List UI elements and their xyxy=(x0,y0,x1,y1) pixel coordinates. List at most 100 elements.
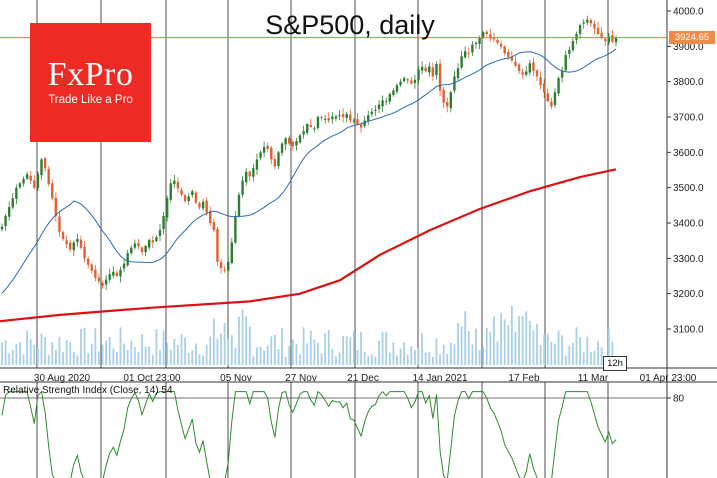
volume-bar xyxy=(62,352,64,365)
volume-bar xyxy=(273,334,276,365)
volume-bar xyxy=(356,350,359,365)
volume-bar xyxy=(166,342,169,365)
candle-body xyxy=(115,272,119,276)
volume-bar xyxy=(141,333,143,365)
volume-bar xyxy=(460,326,463,365)
volume-bar xyxy=(489,332,492,365)
volume-bar xyxy=(360,332,362,365)
candle-body xyxy=(72,242,76,251)
volume-bar xyxy=(281,328,283,365)
candle-body xyxy=(568,49,571,54)
candle-body xyxy=(284,138,287,145)
candle-body xyxy=(126,253,129,266)
current-price-badge: 3924.65 xyxy=(669,31,715,44)
volume-bar xyxy=(184,337,187,365)
volume-bar xyxy=(4,340,7,365)
volume-bar xyxy=(194,343,197,365)
volume-bar xyxy=(582,352,585,365)
volume-bar xyxy=(270,336,273,365)
volume-bar xyxy=(252,356,255,365)
candle-body xyxy=(532,62,535,72)
volume-bar xyxy=(87,353,90,365)
candle-body xyxy=(481,32,485,37)
candle-body xyxy=(507,51,510,57)
volume-bar xyxy=(65,340,68,365)
candle-body xyxy=(456,68,460,78)
volume-bar xyxy=(234,347,237,365)
volume-bar xyxy=(367,355,370,365)
candle-body xyxy=(467,52,470,54)
candle-body xyxy=(539,77,542,86)
candle-body xyxy=(578,25,582,34)
volume-bar xyxy=(202,355,204,365)
candle-body xyxy=(43,158,47,169)
volume-bar xyxy=(69,342,72,365)
volume-bar xyxy=(417,348,420,365)
candle-body xyxy=(535,70,539,77)
candle-body xyxy=(428,66,431,73)
candle-body xyxy=(377,104,381,110)
candle-body xyxy=(517,64,521,72)
volume-bar xyxy=(126,350,129,365)
candle-body xyxy=(424,67,427,72)
candle-body xyxy=(176,181,180,189)
volume-bar xyxy=(388,352,391,365)
candle-body xyxy=(169,183,172,200)
candle-body xyxy=(611,34,614,42)
volume-bar xyxy=(133,347,136,365)
volume-bar xyxy=(532,330,535,365)
candle-body xyxy=(356,119,359,125)
candle-body xyxy=(209,211,212,223)
volume-bar xyxy=(1,342,3,365)
volume-bar xyxy=(503,319,506,365)
volume-bar xyxy=(313,339,316,365)
volume-bar xyxy=(543,334,546,365)
volume-bar xyxy=(112,348,115,365)
candle-body xyxy=(79,239,83,248)
candle-body xyxy=(137,243,140,246)
volume-bar xyxy=(58,336,61,365)
candle-body xyxy=(546,93,549,102)
volume-bar xyxy=(177,344,179,365)
candle-body xyxy=(367,115,370,122)
candle-body xyxy=(553,92,557,106)
volume-bar xyxy=(320,353,323,365)
candle-body xyxy=(90,264,93,271)
candle-body xyxy=(4,215,7,226)
volume-bar xyxy=(15,343,18,365)
candle-body xyxy=(413,79,417,84)
candle-body xyxy=(370,111,374,115)
candle-body xyxy=(183,195,187,202)
candle-body xyxy=(104,279,108,285)
fxpro-tagline: Trade Like a Pro xyxy=(48,94,133,106)
fxpro-logo-text: FxPro xyxy=(47,56,134,93)
candle-body xyxy=(614,37,618,43)
candle-body xyxy=(528,63,532,73)
candle-body xyxy=(151,240,155,243)
candle-body xyxy=(363,120,366,126)
volume-bar xyxy=(180,334,183,365)
volume-bar xyxy=(381,332,384,365)
candle-body xyxy=(589,20,593,24)
volume-bar xyxy=(564,355,567,365)
volume-bar xyxy=(173,338,176,365)
volume-bar xyxy=(586,336,589,365)
candle-body xyxy=(191,191,194,195)
volume-bar xyxy=(33,344,36,365)
volume-bar xyxy=(528,321,531,365)
x-tick-label: 01 Oct 23:00 xyxy=(123,373,181,384)
volume-bar xyxy=(47,354,50,365)
y-tick-label: 3900.0 xyxy=(673,42,704,53)
candle-body xyxy=(489,34,492,38)
candle-body xyxy=(460,56,463,68)
volume-bar xyxy=(435,338,438,365)
volume-bar xyxy=(295,343,298,365)
volume-bar xyxy=(345,336,348,365)
volume-bar xyxy=(76,355,79,365)
volume-bar xyxy=(54,349,57,365)
volume-bar xyxy=(299,354,301,365)
candle-body xyxy=(431,67,435,77)
volume-bar xyxy=(241,309,244,365)
candle-body xyxy=(36,173,40,189)
candle-body xyxy=(234,215,237,243)
